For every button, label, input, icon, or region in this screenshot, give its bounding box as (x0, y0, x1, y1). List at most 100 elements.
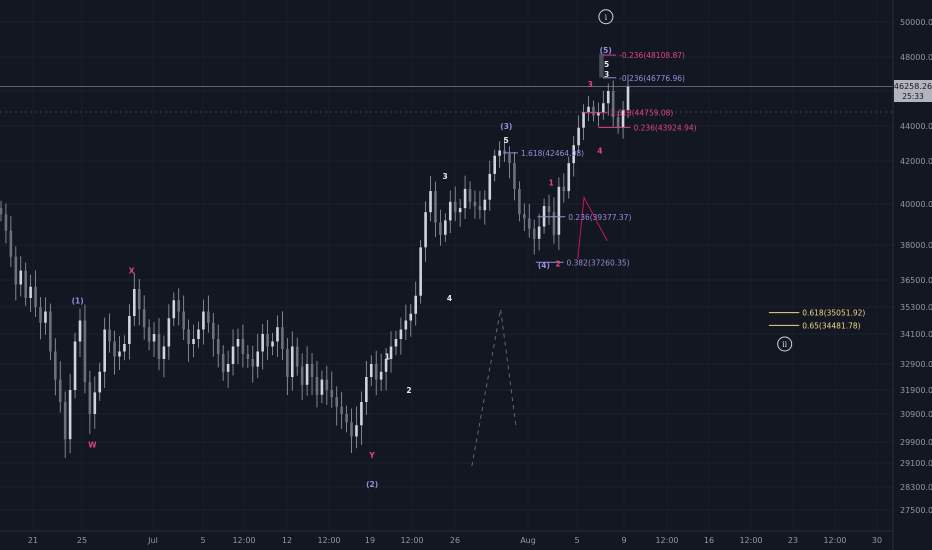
candle-body (340, 406, 343, 414)
target-zone (599, 53, 604, 78)
candle-body (458, 208, 462, 213)
y-tick-label: 36500.00 (900, 276, 932, 285)
candle-body (409, 313, 413, 321)
candle-body (187, 329, 190, 344)
fib-level-label: 0.236(39377.37) (568, 213, 631, 222)
y-tick-label: 27500.00 (900, 506, 932, 515)
y-tick-label: 31900.00 (900, 386, 932, 395)
fib-level-label: 2.618(44759.08) (610, 109, 673, 118)
wave-label: W (88, 441, 97, 450)
candle-body (429, 191, 432, 213)
candle-body (369, 364, 373, 377)
wave-label: 3 (604, 70, 609, 79)
candle-body (508, 154, 511, 164)
x-tick-label: 12:00 (400, 536, 423, 545)
candle-body (394, 339, 398, 347)
candle-body (221, 354, 225, 372)
candle-body (626, 86, 630, 111)
candle-body (572, 145, 575, 164)
candle-body (478, 206, 482, 211)
candle-body (547, 206, 551, 213)
candle-body (527, 218, 531, 229)
candle-body (493, 155, 497, 174)
candle-body (103, 329, 106, 372)
candle-body (261, 334, 264, 352)
candles (0, 74, 630, 459)
candle-body (147, 327, 151, 342)
x-tick-label: 5 (200, 536, 205, 545)
candle-body (39, 307, 42, 323)
fib-level-label: 0.65(34481.78) (802, 321, 860, 330)
candle-body (132, 289, 136, 316)
candle-body (463, 188, 467, 209)
candle-body (345, 414, 348, 423)
x-tick-label: 12:00 (232, 536, 255, 545)
candle-body (78, 320, 82, 342)
candle-body (537, 226, 541, 239)
candle-body (597, 112, 600, 116)
current-price-value: 46258.26 (894, 82, 932, 91)
candle-body (587, 106, 590, 112)
x-tick-label: Aug (520, 536, 536, 545)
candle-body (73, 341, 77, 390)
candle-body (172, 300, 176, 319)
candle-body (295, 346, 299, 367)
time-axis[interactable]: 21 25 Jul 5 12:00 12 12:00 19 12:00 26 Aug 5 9 12:00 1… (28, 536, 882, 545)
candle-body (330, 390, 334, 398)
candle-body (399, 329, 403, 339)
candle-body (137, 289, 141, 310)
degree-circle (777, 336, 793, 352)
candle-body (582, 112, 585, 128)
candle-body (448, 201, 452, 221)
candle-body (58, 379, 62, 402)
y-tick-label: 29100.00 (900, 459, 932, 468)
candle-body (562, 186, 566, 192)
candle-body (118, 351, 121, 357)
candle-body (98, 371, 102, 393)
candle-body (44, 311, 47, 323)
candle-body (498, 150, 501, 156)
y-tick-label: 40000.00 (900, 200, 932, 209)
candle-body (621, 110, 625, 128)
bar-countdown: 25:33 (902, 92, 924, 101)
candle-body (216, 339, 220, 354)
candle-body (202, 311, 205, 330)
candle-body (384, 359, 388, 372)
candle-body (88, 382, 92, 414)
candle-body (567, 163, 571, 192)
candle-body (19, 270, 23, 285)
wave-label: 1 (549, 179, 554, 188)
fib-level-label: 1.618(42464.08) (521, 149, 584, 158)
candle-body (355, 425, 358, 437)
x-tick-label: 12:00 (739, 536, 762, 545)
wave-label: X (129, 267, 135, 276)
wave-label: (1) (72, 296, 84, 305)
x-tick-label: 19 (365, 536, 375, 545)
candle-body (281, 327, 284, 349)
y-tick-label: 48000.00 (900, 53, 932, 62)
candle-body (192, 339, 195, 344)
wave-label: 5 (503, 136, 508, 145)
x-tick-label: 21 (28, 536, 38, 545)
grid (0, 21, 893, 511)
wave-label: 1 (385, 353, 390, 362)
candle-body (256, 351, 260, 367)
price-axis[interactable]: 50000.0048000.0046000.0044000.0042000.00… (900, 18, 932, 515)
wave-label: Y (368, 451, 375, 460)
wave-label: (4) (538, 261, 550, 270)
x-tick-label: 23 (788, 536, 798, 545)
degree-label: ii (782, 340, 788, 349)
candle-body (14, 256, 18, 285)
candle-body (226, 364, 230, 372)
candle-body (557, 186, 561, 235)
candle-body (503, 150, 506, 154)
candle-body (54, 351, 57, 380)
fib-level-label: 0.382(37260.35) (566, 258, 629, 267)
x-tick-label: 12 (282, 536, 292, 545)
y-tick-label: 29900.00 (900, 438, 932, 447)
candle-body (251, 359, 255, 367)
candle-body (616, 117, 620, 128)
candle-body (325, 379, 329, 390)
